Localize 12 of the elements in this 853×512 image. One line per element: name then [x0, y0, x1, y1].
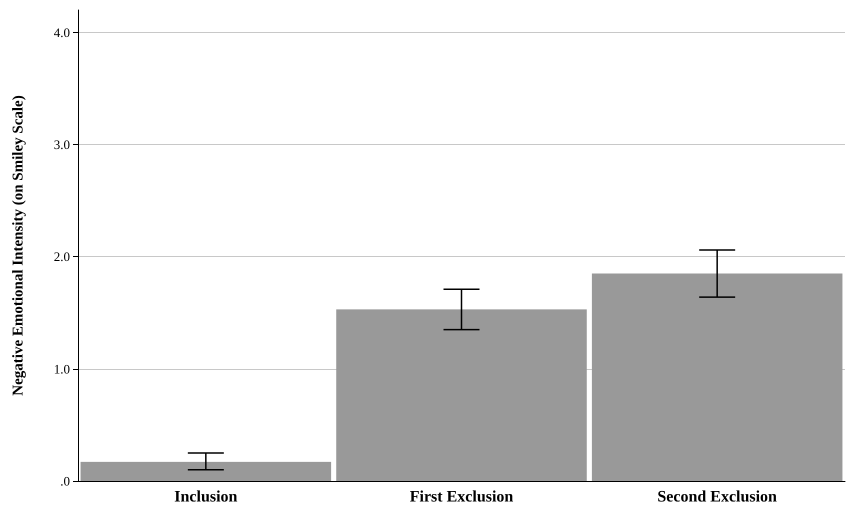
y-tick-label: 4.0: [54, 24, 70, 40]
y-tick-label: 2.0: [54, 249, 70, 264]
y-tick-label: 1.0: [54, 361, 70, 376]
x-tick-label: First Exclusion: [410, 488, 514, 506]
y-axis-title: Negative Emotional Intensity (on Smiley Scale): [10, 95, 26, 396]
bar: [80, 462, 332, 481]
y-tick-label: .0: [60, 474, 70, 488]
bar: [592, 274, 842, 481]
y-tick-label: 3.0: [54, 137, 70, 152]
x-tick-label: Second Exclusion: [657, 488, 778, 506]
x-tick-label: Inclusion: [174, 488, 238, 506]
bar: [336, 309, 587, 481]
